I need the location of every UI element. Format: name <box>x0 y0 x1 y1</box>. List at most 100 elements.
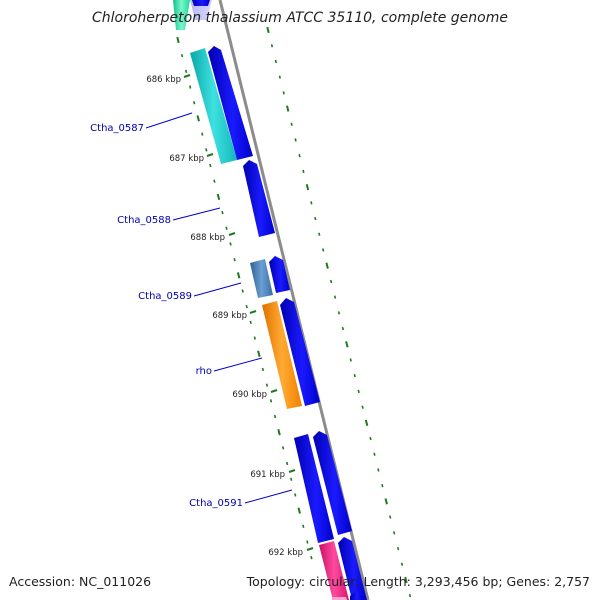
inner-scale-ring <box>176 36 313 560</box>
scale-label: 687 kbp <box>169 154 204 164</box>
ring-tick <box>302 169 305 174</box>
ring-tick <box>249 320 252 324</box>
ring-tick <box>277 429 281 436</box>
scale-label: 690 kbp <box>232 390 267 400</box>
ring-tick <box>184 69 188 74</box>
ring-tick <box>201 132 204 136</box>
gene-feature-pink[interactable] <box>332 597 347 600</box>
ring-tick <box>294 493 297 497</box>
ring-tick <box>357 389 360 394</box>
gene-feature-blue[interactable] <box>338 537 367 600</box>
ring-tick <box>297 507 301 514</box>
ring-tick <box>205 148 208 152</box>
genome-title: Chloroherpeton thalassium ATCC 35110, co… <box>92 10 508 26</box>
gene-feature-ctha-0589[interactable] <box>250 259 273 298</box>
gene-label-ctha-0589[interactable]: Ctha_0589 <box>138 291 192 302</box>
ring-tick <box>408 594 412 598</box>
ring-tick <box>384 498 388 505</box>
gene-label-rho[interactable]: rho <box>196 366 212 377</box>
ring-tick <box>302 524 305 529</box>
ring-tick <box>361 405 364 409</box>
ring-tick <box>294 138 297 142</box>
ring-tick <box>193 101 196 105</box>
ring-tick <box>306 540 309 544</box>
ring-tick <box>180 54 184 58</box>
ring-tick <box>245 304 248 309</box>
scale-labels: 686 kbp 687 kbp 688 kbp 689 kbp 690 kbp … <box>146 75 303 558</box>
ring-tick <box>266 26 270 34</box>
ring-tick <box>176 36 180 44</box>
ring-tick <box>373 452 376 456</box>
ring-tick <box>305 183 310 191</box>
ring-tick <box>196 115 200 122</box>
gene-feature-blue[interactable] <box>208 46 253 160</box>
gene-feature-rho[interactable] <box>262 301 302 409</box>
ring-tick <box>286 461 289 466</box>
ring-tick <box>337 311 341 315</box>
scale-label: 688 kbp <box>190 233 225 243</box>
gene-feature-ctha-0591[interactable] <box>294 434 334 543</box>
ring-tick <box>341 326 345 331</box>
ring-tick <box>281 446 285 450</box>
ring-tick <box>236 272 241 279</box>
ring-tick <box>269 399 273 403</box>
ring-tick <box>241 289 244 293</box>
gene-feature-ctha-0587[interactable] <box>190 48 237 164</box>
gene-feature-blue[interactable] <box>350 591 363 600</box>
ring-tick <box>310 555 313 560</box>
scale-label: 686 kbp <box>146 75 181 85</box>
ring-tick <box>286 105 290 112</box>
ring-tick <box>322 248 325 252</box>
gene-feature-blue[interactable] <box>192 0 210 6</box>
ring-tick <box>225 226 228 230</box>
scale-label: 692 kbp <box>268 548 303 558</box>
ring-tick <box>298 154 301 158</box>
scale-ticks <box>183 74 314 551</box>
ring-tick <box>257 350 261 357</box>
ring-tick <box>216 193 221 201</box>
ring-tick <box>345 341 349 348</box>
ring-tick <box>329 279 333 284</box>
ring-tick <box>282 91 285 95</box>
genome-summary-text: Topology: circular; Length: 3,293,456 bp… <box>246 574 590 589</box>
ring-tick <box>213 179 216 183</box>
scale-label: 691 kbp <box>250 470 285 480</box>
ring-tick <box>274 59 277 64</box>
ring-tick <box>253 336 256 340</box>
ring-tick <box>189 85 192 89</box>
gene-feature-green[interactable] <box>173 0 190 30</box>
ring-tick <box>364 419 369 426</box>
ring-tick <box>377 468 380 472</box>
ring-tick <box>349 358 352 362</box>
ring-tick <box>389 515 392 519</box>
ring-tick <box>353 374 356 378</box>
ring-tick <box>325 262 329 269</box>
gene-feature-blue[interactable] <box>313 431 352 535</box>
ring-tick <box>290 477 293 481</box>
ring-tick <box>318 232 321 236</box>
gene-feature-blue[interactable] <box>280 298 320 406</box>
ring-tick <box>333 295 337 299</box>
ring-tick <box>369 436 372 441</box>
gene-label-ctha-0587[interactable]: Ctha_0587 <box>90 123 144 134</box>
ring-tick <box>404 576 408 584</box>
ring-tick <box>229 242 232 246</box>
ring-tick <box>221 210 224 215</box>
ring-tick <box>209 163 212 168</box>
ring-tick <box>261 367 265 372</box>
gene-feature-pink[interactable] <box>319 541 349 600</box>
accession-text: Accession: NC_011026 <box>9 574 152 589</box>
outer-scale-ring <box>266 26 412 598</box>
gene-track <box>173 0 367 600</box>
gene-labels: Ctha_0587 Ctha_0588 Ctha_0589 rho Ctha_0… <box>90 112 293 509</box>
ring-tick <box>290 122 293 126</box>
scale-label: 689 kbp <box>212 311 247 321</box>
gene-feature-ctha-0588[interactable] <box>243 160 275 237</box>
ring-tick <box>265 383 269 387</box>
gene-label-ctha-0591[interactable]: Ctha_0591 <box>189 498 243 509</box>
ring-tick <box>400 562 404 566</box>
gene-label-ctha-0588[interactable]: Ctha_0588 <box>117 215 171 226</box>
gene-feature-blue[interactable] <box>269 256 290 293</box>
ring-tick <box>314 216 317 221</box>
ring-tick <box>393 531 396 535</box>
